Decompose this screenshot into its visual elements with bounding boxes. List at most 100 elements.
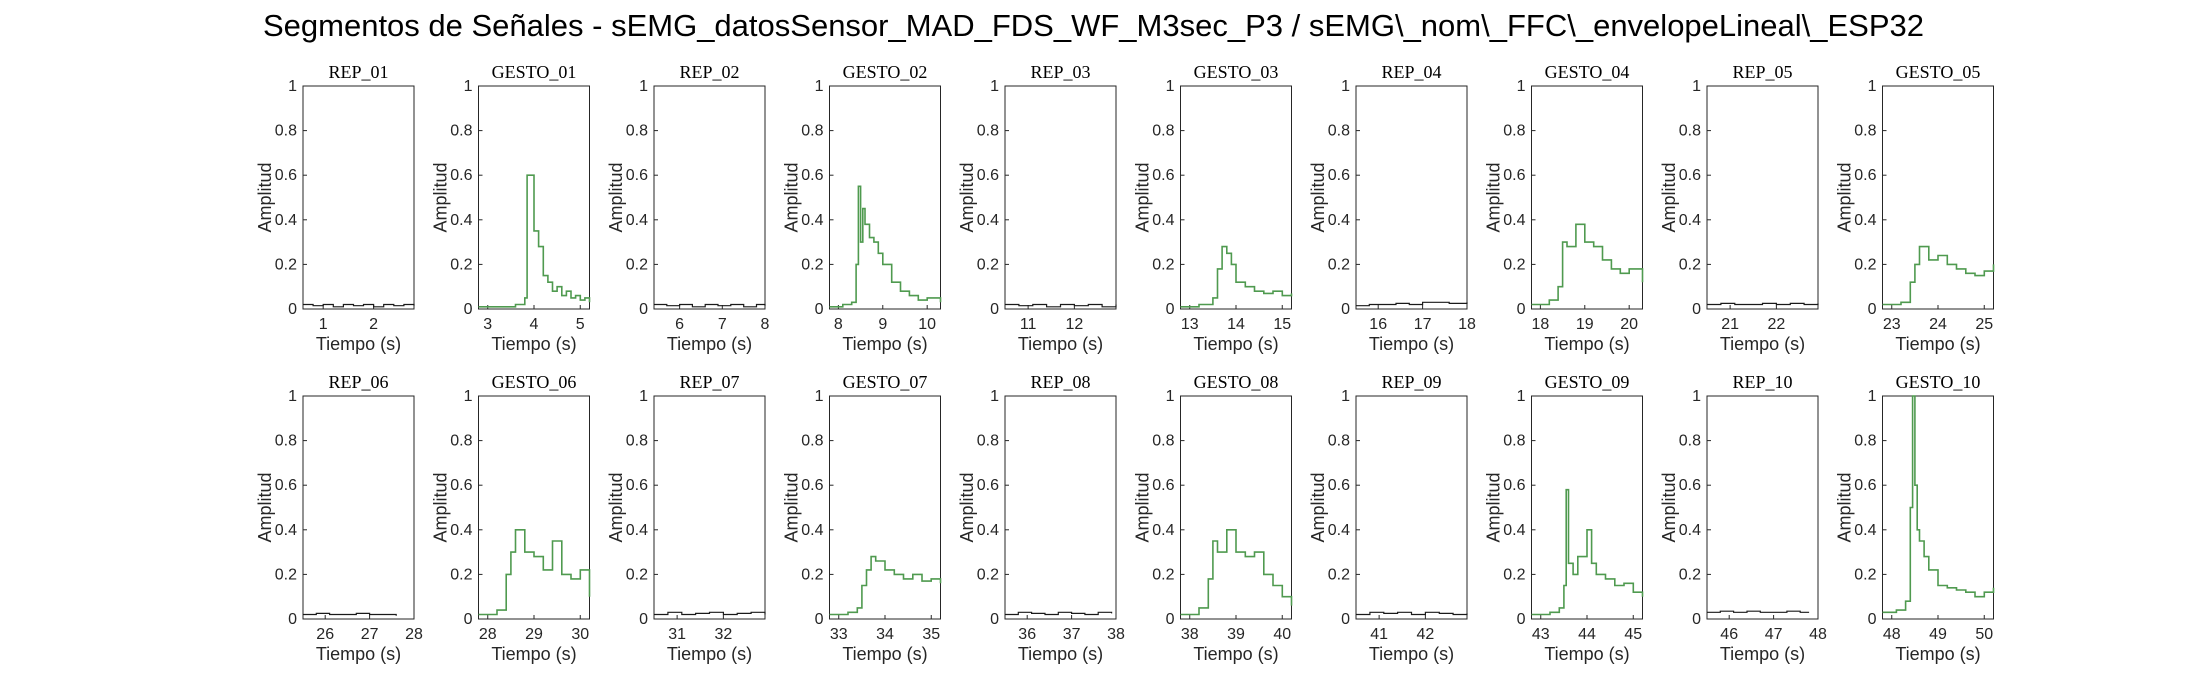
- y-tick-label: 0.4: [977, 522, 999, 539]
- subplot-title: GESTO_03: [1194, 62, 1279, 82]
- subplot-title: REP_06: [328, 372, 388, 392]
- y-tick-label: 0.6: [801, 477, 823, 494]
- y-axis-label: Amplitud: [1308, 162, 1328, 232]
- y-tick-label: 0.8: [626, 123, 648, 140]
- y-tick-label: 0.6: [1152, 477, 1174, 494]
- x-tick-label: 12: [1065, 316, 1083, 333]
- x-axis-label: Tiempo (s): [842, 644, 927, 664]
- y-tick-label: 0: [1341, 611, 1350, 628]
- y-axis-label: Amplitud: [1659, 162, 1679, 232]
- x-tick-label: 35: [922, 626, 940, 643]
- y-tick-label: 1: [464, 388, 473, 405]
- x-tick-label: 13: [1181, 316, 1199, 333]
- y-tick-label: 0.6: [801, 167, 823, 184]
- y-tick-label: 0.8: [1152, 433, 1174, 450]
- y-tick-label: 0: [1341, 301, 1350, 318]
- subplot-title: GESTO_04: [1545, 62, 1630, 82]
- y-tick-label: 0.2: [1328, 566, 1350, 583]
- y-tick-label: 0.4: [1328, 212, 1350, 229]
- y-tick-label: 0.4: [801, 522, 823, 539]
- x-tick-label: 18: [1458, 316, 1476, 333]
- y-tick-label: 1: [1868, 388, 1877, 405]
- y-tick-label: 0.2: [626, 256, 648, 273]
- y-tick-label: 0: [1166, 611, 1175, 628]
- x-axis-label: Tiempo (s): [1193, 644, 1278, 664]
- y-tick-label: 0: [639, 611, 648, 628]
- x-tick-label: 50: [1975, 626, 1993, 643]
- subplot-title: REP_10: [1732, 372, 1792, 392]
- y-tick-label: 1: [639, 78, 648, 95]
- subplot-title: REP_05: [1732, 62, 1792, 82]
- subplot-title: REP_07: [679, 372, 739, 392]
- axes-box: [478, 395, 590, 620]
- y-tick-label: 0.2: [275, 256, 297, 273]
- y-tick-label: 0.6: [1503, 167, 1525, 184]
- x-tick-label: 40: [1273, 626, 1291, 643]
- y-tick-label: 0.8: [1679, 123, 1701, 140]
- x-tick-label: 31: [668, 626, 686, 643]
- y-axis-label: Amplitud: [431, 472, 451, 542]
- y-tick-label: 0.8: [1328, 433, 1350, 450]
- x-axis-label: Tiempo (s): [1895, 644, 1980, 664]
- x-tick-label: 47: [1765, 626, 1783, 643]
- x-tick-label: 30: [571, 626, 589, 643]
- x-tick-label: 8: [761, 316, 770, 333]
- y-tick-label: 0: [990, 611, 999, 628]
- y-tick-label: 1: [990, 388, 999, 405]
- y-tick-label: 1: [815, 388, 824, 405]
- axes-box: [302, 395, 415, 620]
- y-tick-label: 0.8: [1152, 123, 1174, 140]
- y-tick-label: 0.6: [1679, 167, 1701, 184]
- x-tick-label: 8: [834, 316, 843, 333]
- x-tick-label: 16: [1369, 316, 1387, 333]
- y-tick-label: 0.8: [450, 123, 472, 140]
- subplot-title: GESTO_09: [1545, 372, 1630, 392]
- series-line-rep-02: [654, 303, 766, 308]
- x-tick-label: 23: [1883, 316, 1901, 333]
- y-tick-label: 0: [464, 301, 473, 318]
- x-tick-label: 17: [1414, 316, 1432, 333]
- subplot-title: GESTO_07: [843, 372, 928, 392]
- y-tick-label: 0.4: [1152, 522, 1174, 539]
- y-tick-label: 1: [1692, 78, 1701, 95]
- y-tick-label: 0.6: [275, 477, 297, 494]
- series-line-rep-01: [303, 303, 415, 308]
- y-tick-label: 0.6: [1328, 167, 1350, 184]
- y-tick-label: 0.2: [1503, 566, 1525, 583]
- x-tick-label: 1: [319, 316, 328, 333]
- y-tick-label: 0: [1517, 611, 1526, 628]
- x-tick-label: 7: [718, 316, 727, 333]
- x-tick-label: 4: [530, 316, 539, 333]
- x-axis-label: Tiempo (s): [1018, 644, 1103, 664]
- series-line-rep-09: [1356, 611, 1468, 616]
- x-tick-label: 10: [918, 316, 936, 333]
- x-axis-label: Tiempo (s): [491, 334, 576, 354]
- y-tick-label: 0.6: [1679, 477, 1701, 494]
- x-axis-label: Tiempo (s): [1720, 334, 1805, 354]
- y-tick-label: 1: [1692, 388, 1701, 405]
- x-axis-label: Tiempo (s): [1018, 334, 1103, 354]
- y-tick-label: 0.2: [275, 566, 297, 583]
- axes-box: [1004, 395, 1117, 620]
- y-tick-label: 0.6: [450, 477, 472, 494]
- x-tick-label: 26: [316, 626, 334, 643]
- y-tick-label: 0.8: [275, 123, 297, 140]
- y-tick-label: 0.8: [1854, 123, 1876, 140]
- y-tick-label: 0.6: [1328, 477, 1350, 494]
- y-tick-label: 1: [288, 388, 297, 405]
- x-tick-label: 34: [876, 626, 894, 643]
- series-line-gesto-08: [1180, 528, 1293, 616]
- y-axis-label: Amplitud: [782, 472, 802, 542]
- series-line-gesto-03: [1180, 245, 1293, 308]
- y-tick-label: 0.2: [1152, 256, 1174, 273]
- x-tick-label: 28: [479, 626, 497, 643]
- y-tick-label: 0.4: [275, 522, 297, 539]
- x-tick-label: 21: [1721, 316, 1739, 333]
